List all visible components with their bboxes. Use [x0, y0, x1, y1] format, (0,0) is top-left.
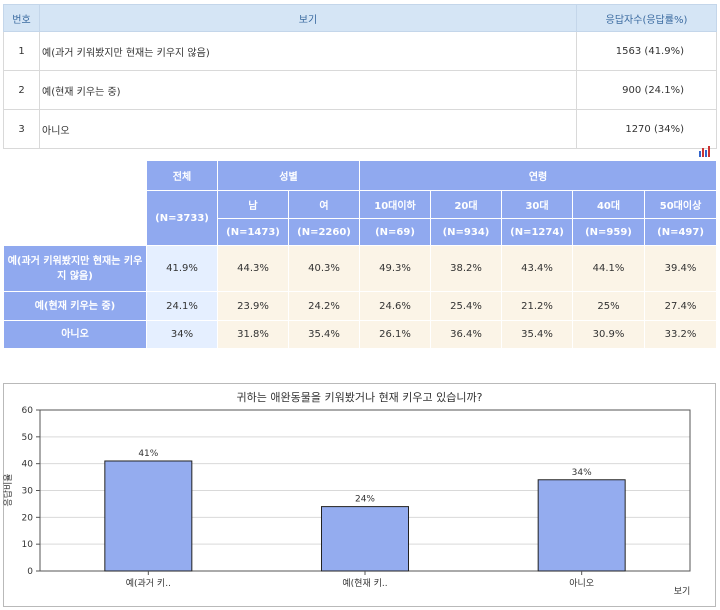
y-tick-label: 0 — [27, 567, 33, 577]
row-number: 1 — [3, 31, 40, 71]
table-row: 아니오 34% 31.8% 35.4% 26.1% 36.4% 35.4% 30… — [3, 320, 718, 349]
subgroup-header: 50대이상 — [643, 190, 718, 219]
cell-value: 40.3% — [288, 245, 360, 292]
subgroup-n: (N=2260) — [288, 218, 360, 246]
bar-chart-icon[interactable] — [698, 146, 710, 157]
cell-value: 38.2% — [430, 245, 502, 292]
subgroup-header: 여 — [288, 190, 360, 219]
cell-value: 31.8% — [217, 320, 289, 349]
row-count: 900 (24.1%) — [576, 70, 717, 110]
row-label: 예(현재 키우는 중) — [39, 70, 577, 110]
total-value: 34% — [146, 320, 218, 349]
x-axis-label: 보기 — [674, 586, 691, 597]
cell-value: 25% — [572, 291, 645, 321]
subgroup-n: (N=69) — [359, 218, 431, 246]
crosstab-table: 전체 성별 연령 (N=3733) 남 여 10대이하 20대 30대 40대 … — [3, 160, 718, 349]
x-tick-label: 예(과거 키.. — [126, 578, 171, 589]
data-label: 34% — [572, 468, 592, 478]
cell-value: 39.4% — [643, 245, 718, 292]
table-row: 1 예(과거 키워봤지만 현재는 키우지 않음) 1563 (41.9%) — [3, 31, 717, 71]
row-header: 아니오 — [3, 320, 147, 349]
blank-cell — [3, 190, 147, 219]
bar — [104, 460, 193, 572]
bar — [537, 479, 626, 572]
cell-value: 43.4% — [501, 245, 573, 292]
cell-value: 35.4% — [501, 320, 573, 349]
y-tick-label: 60 — [22, 406, 34, 416]
subgroup-n: (N=959) — [572, 218, 645, 246]
cell-value: 27.4% — [643, 291, 718, 321]
cell-value: 44.3% — [217, 245, 289, 292]
cell-value: 36.4% — [430, 320, 502, 349]
table-row: 예(현재 키우는 중) 24.1% 23.9% 24.2% 24.6% 25.4… — [3, 291, 718, 321]
header-option: 보기 — [39, 4, 577, 32]
table-row: 예(과거 키워봤지만 현재는 키우지 않음) 41.9% 44.3% 40.3%… — [3, 245, 718, 292]
row-label: 아니오 — [39, 109, 577, 149]
subgroup-header: 남 — [217, 190, 289, 219]
blank-cell — [3, 160, 147, 191]
subgroup-header: 20대 — [430, 190, 502, 219]
row-header: 예(현재 키우는 중) — [3, 291, 147, 321]
subgroup-header: 10대이하 — [359, 190, 431, 219]
total-n: (N=3733) — [146, 190, 218, 246]
cell-value: 21.2% — [501, 291, 573, 321]
response-table: 번호 보기 응답자수(응답률%) 1 예(과거 키워봤지만 현재는 키우지 않음… — [3, 4, 717, 149]
bar — [321, 506, 409, 572]
header-count: 응답자수(응답률%) — [576, 4, 717, 32]
row-count: 1270 (34%) — [576, 109, 717, 149]
subgroup-n: (N=1473) — [217, 218, 289, 246]
cell-value: 24.6% — [359, 291, 431, 321]
cell-value: 25.4% — [430, 291, 502, 321]
y-tick-label: 40 — [22, 460, 34, 470]
row-label: 예(과거 키워봤지만 현재는 키우지 않음) — [39, 31, 577, 71]
row-count: 1563 (41.9%) — [576, 31, 717, 71]
row-number: 3 — [3, 109, 40, 149]
y-tick-label: 50 — [22, 433, 34, 443]
subgroup-n: (N=497) — [643, 218, 718, 246]
row-header: 예(과거 키워봤지만 현재는 키우지 않음) — [3, 245, 147, 292]
y-axis-label: 응답비율 — [2, 473, 14, 506]
subgroup-n: (N=1274) — [501, 218, 573, 246]
row-number: 2 — [3, 70, 40, 110]
cell-value: 26.1% — [359, 320, 431, 349]
x-tick-label: 예(현재 키.. — [342, 578, 387, 589]
header-no: 번호 — [3, 4, 40, 32]
age-header: 연령 — [358, 160, 718, 191]
total-value: 24.1% — [146, 291, 218, 321]
blank-cell — [3, 218, 147, 246]
gender-header: 성별 — [217, 160, 360, 191]
cell-value: 33.2% — [643, 320, 718, 349]
total-value: 41.9% — [146, 245, 218, 292]
cell-value: 24.2% — [288, 291, 360, 321]
response-table-header: 번호 보기 응답자수(응답률%) — [3, 4, 717, 32]
chart-title: 귀하는 애완동물을 키워봤거나 현재 키우고 있습니까? — [236, 391, 483, 404]
cell-value: 23.9% — [217, 291, 289, 321]
data-label: 41% — [138, 449, 158, 459]
cell-value: 44.1% — [572, 245, 645, 292]
table-row: 3 아니오 1270 (34%) — [3, 109, 717, 149]
data-label: 24% — [355, 495, 375, 505]
y-tick-label: 20 — [22, 513, 34, 523]
cell-value: 35.4% — [288, 320, 360, 349]
y-tick-label: 10 — [22, 540, 34, 550]
x-tick-label: 아니오 — [569, 578, 594, 589]
table-row: 2 예(현재 키우는 중) 900 (24.1%) — [3, 70, 717, 110]
y-tick-label: 30 — [22, 487, 34, 497]
subgroup-n: (N=934) — [430, 218, 502, 246]
